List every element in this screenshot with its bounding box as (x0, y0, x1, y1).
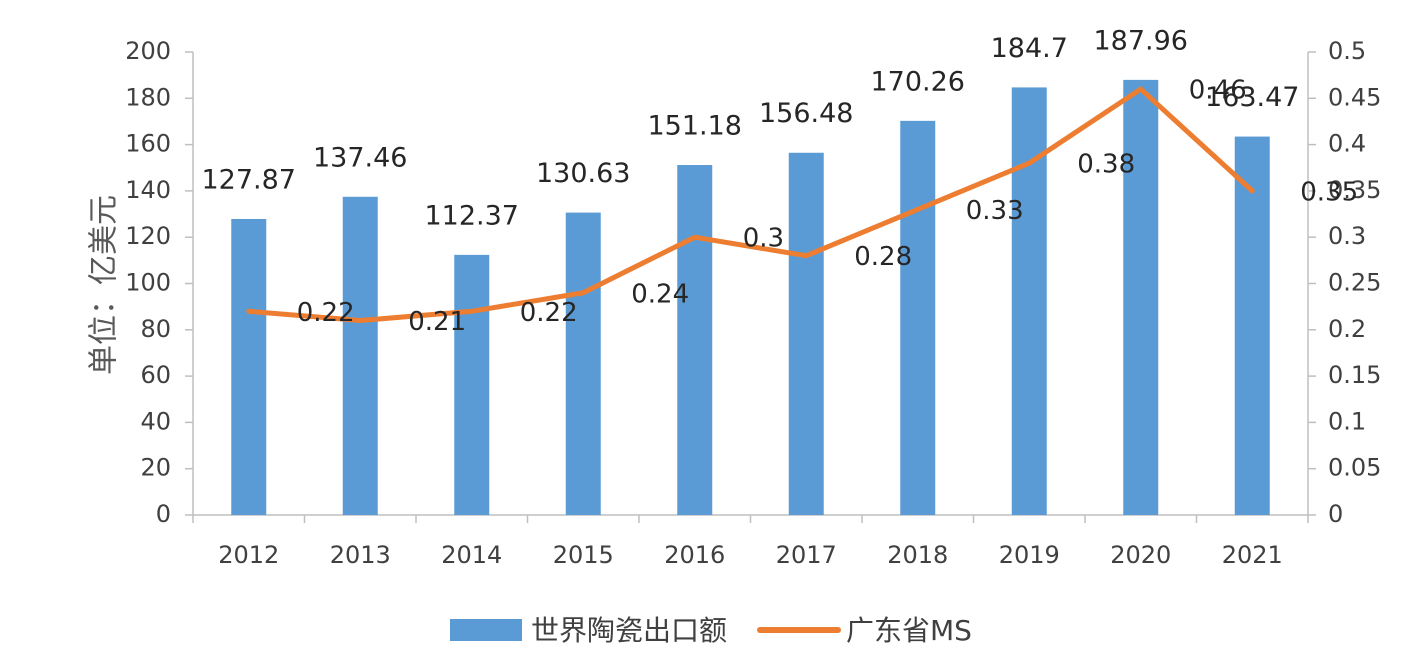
line-data-label: 0.22 (520, 298, 578, 328)
x-tick-label: 2017 (776, 541, 837, 569)
bar (788, 152, 824, 516)
x-tick-label: 2013 (330, 541, 391, 569)
bar (565, 212, 601, 515)
bar (1123, 79, 1159, 516)
right-tick-label: 0.4 (1328, 130, 1366, 158)
line-data-label: 0.28 (854, 242, 912, 272)
bar-data-label: 112.37 (425, 200, 519, 231)
bar-data-label: 187.96 (1094, 25, 1188, 56)
right-tick-label: 0.1 (1328, 407, 1366, 435)
right-tick-label: 0.3 (1328, 222, 1366, 250)
right-tick-label: 0.5 (1328, 37, 1366, 65)
x-tick-label: 2014 (441, 541, 502, 569)
left-tick-label: 180 (125, 83, 171, 111)
left-tick-label: 100 (125, 269, 171, 297)
right-tick-label: 0.45 (1328, 83, 1381, 111)
x-tick-label: 2016 (664, 541, 725, 569)
legend-line-label: 广东省MS (846, 614, 972, 647)
bar-data-label: 163.47 (1205, 82, 1299, 113)
bar (900, 120, 936, 516)
right-tick-label: 0 (1328, 500, 1343, 528)
bar-data-label: 170.26 (871, 66, 965, 97)
legend-bar-swatch (450, 619, 522, 641)
left-tick-label: 80 (140, 315, 171, 343)
y-axis-title: 单位：亿美元 (87, 195, 122, 375)
line-series (246, 86, 1255, 324)
bar (677, 165, 713, 515)
bar-data-label: 156.48 (759, 98, 853, 129)
legend: 世界陶瓷出口额 广东省MS (450, 614, 972, 647)
x-tick-label: 2012 (218, 541, 279, 569)
bar-data-label: 184.7 (991, 33, 1068, 64)
bar (1234, 136, 1270, 515)
x-tick-label: 2018 (887, 541, 948, 569)
line-data-label: 0.33 (966, 196, 1024, 226)
bar (454, 254, 490, 515)
bar (231, 218, 267, 515)
x-tick-label: 2015 (553, 541, 614, 569)
right-tick-label: 0.35 (1328, 176, 1381, 204)
right-tick-label: 0.05 (1328, 454, 1381, 482)
x-tick-label: 2019 (999, 541, 1060, 569)
bar-data-label: 137.46 (313, 142, 407, 173)
left-tick-label: 200 (125, 37, 171, 65)
line-data-label: 0.35 (1300, 177, 1358, 207)
legend-bar-label: 世界陶瓷出口额 (531, 614, 727, 647)
x-tick-label: 2020 (1110, 541, 1171, 569)
bar (1011, 87, 1047, 516)
right-tick-label: 0.25 (1328, 269, 1381, 297)
line-data-label: 0.38 (1077, 150, 1135, 180)
line-data-labels: 0.22 0.21 0.22 0.24 0.3 0.28 0.33 0.38 0.46 0.35 (297, 76, 1358, 338)
left-tick-label: 20 (140, 454, 171, 482)
line-data-label: 0.3 (743, 224, 784, 254)
line-data-label: 0.21 (408, 307, 466, 337)
x-ticks: 2012 2013 2014 2015 2016 2017 2018 2019 2020 2021 (192, 515, 1309, 569)
bar-data-label: 130.63 (536, 158, 630, 189)
left-tick-label: 40 (140, 407, 171, 435)
left-tick-label: 120 (125, 222, 171, 250)
right-y-ticks: 0 0.05 0.1 0.15 0.2 0.25 0.3 0.35 0.4 0.45 0.5 (1308, 37, 1381, 528)
x-tick-label: 2021 (1222, 541, 1283, 569)
left-y-ticks: 0 20 40 60 80 100 120 140 160 180 200 (125, 37, 193, 528)
bar-data-label: 151.18 (648, 111, 742, 142)
bar-data-labels: 127.87 137.46 112.37 130.63 151.18 156.48 170.… (202, 25, 1300, 231)
line-data-label: 0.24 (631, 279, 689, 309)
line-data-label: 0.22 (297, 298, 355, 328)
line-path (246, 86, 1255, 324)
bar-series (231, 79, 1270, 516)
left-tick-label: 160 (125, 130, 171, 158)
right-tick-label: 0.2 (1328, 315, 1366, 343)
left-tick-label: 140 (125, 176, 171, 204)
left-tick-label: 0 (156, 500, 171, 528)
left-tick-label: 60 (140, 361, 171, 389)
right-tick-label: 0.15 (1328, 361, 1381, 389)
bar-data-label: 127.87 (202, 164, 296, 195)
bar (342, 196, 378, 516)
line-data-label: 0.46 (1189, 76, 1247, 106)
